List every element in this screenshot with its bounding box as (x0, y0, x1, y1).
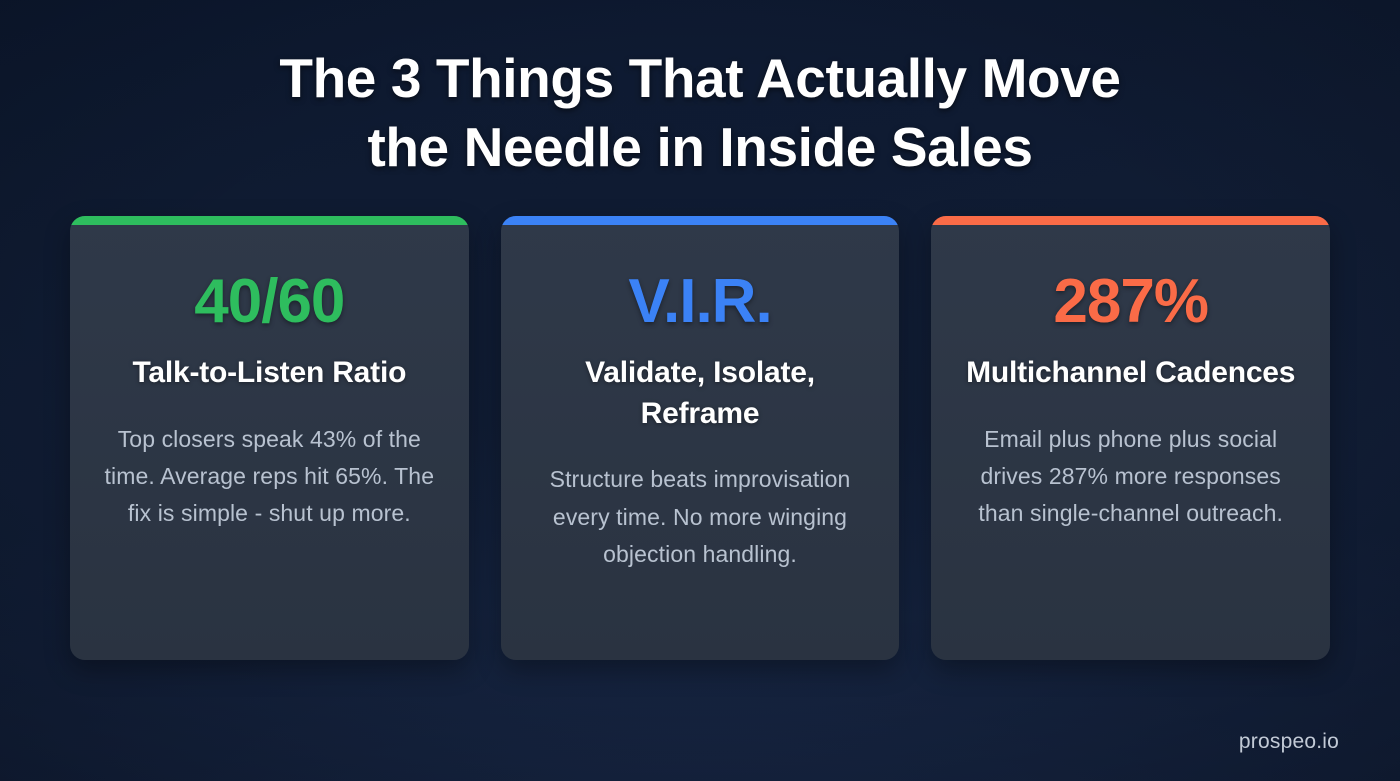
page-title: The 3 Things That Actually Move the Need… (160, 44, 1240, 183)
card-body-multichannel: Email plus phone plus social drives 287%… (978, 425, 1284, 527)
page-title-line-1: The 3 Things That Actually Move (279, 47, 1121, 109)
card-heading-talk-to-listen: Talk-to-Listen Ratio (132, 355, 407, 389)
accent-bar-green (70, 215, 469, 225)
stat-card-vir: V.I.R. Validate, Isolate, Reframe Struct… (500, 215, 900, 660)
stat-card-talk-to-listen: 40/60 Talk-to-Listen Ratio Top closers s… (70, 215, 469, 660)
stat-value-40-60: 40/60 (194, 266, 345, 336)
accent-bar-orange (931, 215, 1331, 225)
stat-value-vir: V.I.R. (628, 266, 772, 336)
page-title-line-2: the Needle in Inside Sales (367, 116, 1033, 179)
accent-bar-blue (500, 215, 900, 225)
brand-watermark: prospeo.io (1238, 730, 1339, 753)
card-heading-multichannel: Multichannel Cadences (966, 355, 1296, 389)
stat-value-287: 287% (1053, 266, 1209, 336)
stat-card-multichannel: 287% Multichannel Cadences Email plus ph… (931, 215, 1331, 660)
card-heading-vir: Validate, Isolate, Reframe (585, 355, 815, 430)
cards-row: 40/60 Talk-to-Listen Ratio Top closers s… (70, 215, 1331, 660)
card-body-vir: Structure beats improvisation every time… (549, 466, 851, 567)
card-body-talk-to-listen: Top closers speak 43% of the time. Avera… (104, 425, 435, 527)
